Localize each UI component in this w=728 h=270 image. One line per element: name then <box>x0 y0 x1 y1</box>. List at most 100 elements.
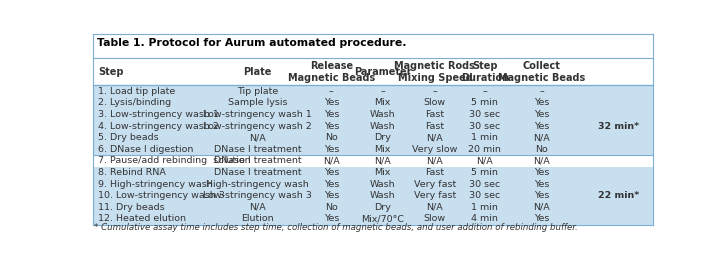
Text: N/A: N/A <box>427 203 443 212</box>
Text: 12. Heated elution: 12. Heated elution <box>98 214 186 223</box>
Text: N/A: N/A <box>374 156 391 165</box>
Text: Yes: Yes <box>534 168 549 177</box>
Text: N/A: N/A <box>249 203 266 212</box>
Text: N/A: N/A <box>323 156 340 165</box>
Text: Yes: Yes <box>324 191 339 200</box>
Text: DNase I treatment: DNase I treatment <box>213 168 301 177</box>
Text: N/A: N/A <box>427 156 443 165</box>
Text: Fast: Fast <box>425 168 444 177</box>
Text: Wash: Wash <box>370 191 395 200</box>
Bar <box>93 85 653 97</box>
Text: Tip plate: Tip plate <box>237 87 278 96</box>
Text: High-stringency wash: High-stringency wash <box>206 180 309 188</box>
Text: DNase I treatment: DNase I treatment <box>213 145 301 154</box>
Text: 1 min: 1 min <box>471 203 498 212</box>
Text: * Cumulative assay time includes step time, collection of magnetic beads, and us: * Cumulative assay time includes step ti… <box>95 222 578 232</box>
Bar <box>93 155 653 167</box>
Text: 30 sec: 30 sec <box>469 110 500 119</box>
Text: 7. Pause/add rebinding  solution: 7. Pause/add rebinding solution <box>98 156 250 165</box>
Text: Yes: Yes <box>324 110 339 119</box>
Text: Yes: Yes <box>534 122 549 130</box>
Text: 4. Low-stringency wash 2: 4. Low-stringency wash 2 <box>98 122 218 130</box>
Text: N/A: N/A <box>533 203 550 212</box>
Text: Step: Step <box>98 67 123 77</box>
Text: No: No <box>325 203 338 212</box>
Text: –: – <box>539 87 544 96</box>
Text: Mix: Mix <box>374 98 391 107</box>
Bar <box>93 190 653 201</box>
Text: 20 min: 20 min <box>468 145 502 154</box>
Text: 30 sec: 30 sec <box>469 191 500 200</box>
Text: 3. Low-stringency wash 1: 3. Low-stringency wash 1 <box>98 110 218 119</box>
Text: Collect
Magnetic Beads: Collect Magnetic Beads <box>498 61 585 83</box>
Text: Wash: Wash <box>370 180 395 188</box>
Bar <box>93 178 653 190</box>
Text: Fast: Fast <box>425 110 444 119</box>
Text: Low-stringency wash 3: Low-stringency wash 3 <box>203 191 312 200</box>
Text: N/A: N/A <box>249 133 266 142</box>
Bar <box>93 143 653 155</box>
Bar <box>93 120 653 132</box>
Text: Low-stringency wash 2: Low-stringency wash 2 <box>203 122 312 130</box>
Text: 1 min: 1 min <box>471 133 498 142</box>
Text: 9. High-stringency wash: 9. High-stringency wash <box>98 180 213 188</box>
Text: Yes: Yes <box>534 214 549 223</box>
Text: N/A: N/A <box>533 156 550 165</box>
Text: –: – <box>483 87 487 96</box>
Text: 10. Low-stringency wash 3: 10. Low-stringency wash 3 <box>98 191 225 200</box>
Bar <box>93 213 653 225</box>
Text: Slow: Slow <box>424 214 446 223</box>
Text: N/A: N/A <box>476 156 493 165</box>
Text: Very fast: Very fast <box>414 191 456 200</box>
Text: N/A: N/A <box>427 133 443 142</box>
Text: Mix: Mix <box>374 168 391 177</box>
Text: 5. Dry beads: 5. Dry beads <box>98 133 159 142</box>
Bar <box>93 201 653 213</box>
Text: Mix: Mix <box>374 145 391 154</box>
Text: 6. DNase I digestion: 6. DNase I digestion <box>98 145 193 154</box>
Text: Very fast: Very fast <box>414 180 456 188</box>
Text: –: – <box>380 87 385 96</box>
Text: Slow: Slow <box>424 98 446 107</box>
Text: DNase I treatment: DNase I treatment <box>213 156 301 165</box>
Text: Very slow: Very slow <box>412 145 458 154</box>
Text: Elution: Elution <box>241 214 274 223</box>
Text: Step
Duration: Step Duration <box>461 61 509 83</box>
Text: 8. Rebind RNA: 8. Rebind RNA <box>98 168 166 177</box>
Text: 1. Load tip plate: 1. Load tip plate <box>98 87 175 96</box>
Text: Wash: Wash <box>370 110 395 119</box>
Text: No: No <box>535 145 548 154</box>
Text: Yes: Yes <box>324 168 339 177</box>
Text: –: – <box>432 87 438 96</box>
Text: Parameter: Parameter <box>354 67 411 77</box>
Text: Yes: Yes <box>324 145 339 154</box>
Text: 4 min: 4 min <box>471 214 498 223</box>
Text: 30 sec: 30 sec <box>469 122 500 130</box>
Text: Dry: Dry <box>374 203 391 212</box>
Bar <box>93 97 653 109</box>
Text: 30 sec: 30 sec <box>469 180 500 188</box>
Text: No: No <box>325 133 338 142</box>
Text: Plate: Plate <box>243 67 272 77</box>
Text: Yes: Yes <box>534 98 549 107</box>
Text: –: – <box>329 87 333 96</box>
Text: Fast: Fast <box>425 122 444 130</box>
Text: 2. Lysis/binding: 2. Lysis/binding <box>98 98 171 107</box>
Text: Yes: Yes <box>534 191 549 200</box>
Text: Yes: Yes <box>324 180 339 188</box>
Text: 32 min*: 32 min* <box>598 122 639 130</box>
Text: Low-stringency wash 1: Low-stringency wash 1 <box>203 110 312 119</box>
Bar <box>93 109 653 120</box>
Text: Dry: Dry <box>374 133 391 142</box>
Text: Yes: Yes <box>324 214 339 223</box>
Text: Sample lysis: Sample lysis <box>228 98 287 107</box>
Text: 11. Dry beads: 11. Dry beads <box>98 203 165 212</box>
Text: N/A: N/A <box>533 133 550 142</box>
Text: Mix/70°C: Mix/70°C <box>361 214 404 223</box>
Text: Yes: Yes <box>534 110 549 119</box>
Text: 5 min: 5 min <box>471 98 498 107</box>
Text: Release
Magnetic Beads: Release Magnetic Beads <box>288 61 375 83</box>
Text: Wash: Wash <box>370 122 395 130</box>
Text: Magnetic Rods
Mixing Speed: Magnetic Rods Mixing Speed <box>395 61 475 83</box>
Text: 5 min: 5 min <box>471 168 498 177</box>
